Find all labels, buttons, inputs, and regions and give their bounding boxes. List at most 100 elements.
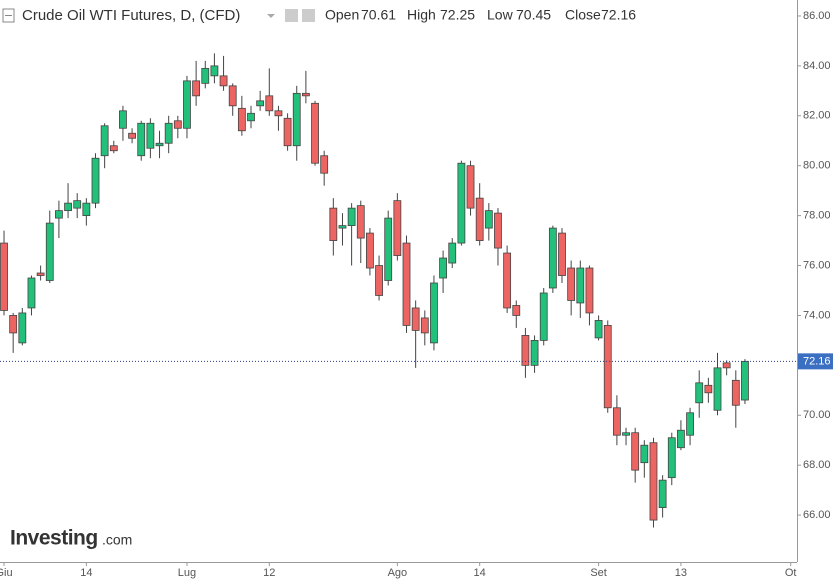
candle-body bbox=[301, 92, 310, 97]
open-value: 70.61 bbox=[361, 7, 396, 23]
watermark-suffix: .com bbox=[102, 532, 132, 548]
settings-icon[interactable] bbox=[302, 9, 315, 22]
dropdown-arrow[interactable] bbox=[267, 14, 275, 18]
y-tick-label: 86.00 bbox=[803, 10, 831, 22]
candle-body bbox=[667, 437, 676, 479]
candle-body bbox=[128, 132, 136, 139]
y-tick-label: 84.00 bbox=[803, 60, 831, 72]
candle-body bbox=[567, 267, 576, 301]
candle-body bbox=[366, 232, 374, 269]
plot bbox=[0, 53, 749, 528]
candle-body bbox=[320, 155, 329, 174]
x-tick-label: Ot bbox=[785, 567, 797, 579]
low-label: Low bbox=[487, 7, 514, 23]
x-tick-label: 13 bbox=[675, 567, 687, 579]
candle-body bbox=[530, 339, 539, 366]
candle-body bbox=[494, 212, 502, 249]
candle-body bbox=[237, 107, 246, 132]
low-value: 70.45 bbox=[516, 7, 551, 23]
candle-body bbox=[558, 232, 566, 276]
candle-body bbox=[247, 112, 255, 122]
close-value: 72.16 bbox=[601, 7, 636, 23]
candle-body bbox=[375, 265, 383, 296]
visibility-icon[interactable] bbox=[285, 9, 298, 22]
y-tick-label: 70.00 bbox=[803, 409, 831, 421]
candle-body bbox=[356, 205, 365, 239]
candle-body bbox=[311, 102, 319, 164]
high-label: High bbox=[407, 7, 436, 23]
candle-body bbox=[36, 272, 45, 276]
y-tick-label: 68.00 bbox=[803, 459, 831, 471]
candle-body bbox=[292, 92, 301, 147]
candle-body bbox=[18, 312, 27, 344]
candle-body bbox=[64, 202, 72, 212]
candle-body bbox=[439, 257, 447, 279]
y-tick-label: 78.00 bbox=[803, 210, 831, 222]
collapse-icon[interactable] bbox=[2, 8, 15, 23]
candle-body bbox=[548, 227, 557, 289]
candle-body bbox=[704, 384, 713, 394]
candle-body bbox=[503, 252, 512, 309]
price-label: 72.16 bbox=[803, 355, 831, 367]
x-tick-label: Giu bbox=[0, 567, 13, 579]
candle-body bbox=[622, 432, 630, 436]
y-tick-label: 82.00 bbox=[803, 110, 831, 122]
candle-body bbox=[192, 80, 201, 97]
candle-body bbox=[612, 407, 621, 436]
candle-body bbox=[45, 222, 54, 281]
candle-body bbox=[119, 110, 127, 129]
candle-body bbox=[73, 200, 82, 209]
candle-body bbox=[256, 100, 265, 107]
candle-body bbox=[393, 200, 402, 256]
candle-body bbox=[576, 267, 585, 304]
candle-body bbox=[585, 267, 594, 314]
candle-body bbox=[594, 320, 603, 339]
price-badge bbox=[798, 353, 833, 370]
candle-body bbox=[713, 367, 722, 411]
candle-body bbox=[55, 210, 63, 219]
candle-body bbox=[137, 122, 146, 157]
candle-body bbox=[27, 277, 36, 309]
close-label: Close bbox=[565, 7, 601, 23]
candle-body bbox=[539, 292, 548, 341]
candle-body bbox=[457, 162, 466, 244]
candle-body bbox=[603, 325, 612, 409]
candle-body bbox=[411, 307, 420, 331]
candle-body bbox=[695, 382, 704, 404]
candle-body bbox=[109, 145, 118, 152]
candle-body bbox=[741, 360, 749, 401]
candle-body bbox=[91, 157, 100, 204]
candle-body bbox=[210, 65, 219, 77]
candle-body bbox=[475, 197, 484, 241]
x-tick-label: 14 bbox=[80, 567, 92, 579]
y-tick-label: 76.00 bbox=[803, 259, 831, 271]
candle-body bbox=[219, 75, 228, 87]
candle-body bbox=[658, 479, 667, 508]
candle-body bbox=[228, 85, 237, 107]
x-tick-label: Set bbox=[590, 567, 607, 579]
x-tick-label: Ago bbox=[388, 567, 408, 579]
candle-body bbox=[484, 210, 493, 229]
candle-body bbox=[466, 165, 475, 209]
candle-body bbox=[338, 225, 347, 229]
candle-body bbox=[686, 412, 694, 436]
x-tick-label: 12 bbox=[263, 567, 275, 579]
candle-body bbox=[274, 110, 283, 117]
candle-body bbox=[146, 122, 155, 149]
candle-body bbox=[384, 217, 393, 281]
candle-body bbox=[640, 444, 649, 464]
candle-body bbox=[329, 207, 338, 241]
candle-body bbox=[521, 335, 530, 366]
candle-body bbox=[677, 429, 685, 449]
candle-body bbox=[283, 117, 292, 147]
candle-body bbox=[0, 242, 8, 311]
candle-body bbox=[164, 122, 173, 144]
chart-title: Crude Oil WTI Futures, D, (CFD) bbox=[22, 7, 240, 24]
candle-body bbox=[173, 120, 182, 129]
open-label: Open bbox=[325, 7, 359, 23]
x-tick-label: Lug bbox=[178, 567, 196, 579]
candle-body bbox=[722, 362, 731, 369]
candle-body bbox=[9, 315, 18, 334]
